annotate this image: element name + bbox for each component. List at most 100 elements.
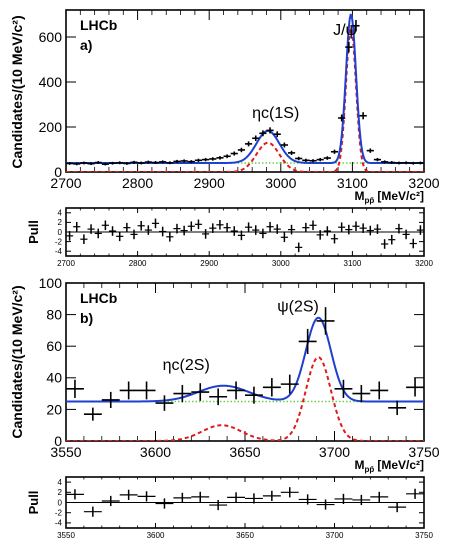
pull-point [119,489,138,500]
pull-point [406,488,424,499]
pull-point [66,489,84,500]
pull-point [338,222,346,232]
panel-a-xtick-label: 3100 [337,175,368,191]
data-point [66,162,74,165]
data-point [202,157,210,162]
pull-point [137,491,156,502]
panel-b-pull-ytick-label: 2 [58,488,63,497]
pull-point [116,231,124,242]
pull-point [80,234,88,244]
pull-point [173,492,192,504]
x-axis-label-units: [MeV/c²] [377,458,424,472]
data-point [173,159,181,163]
pull-point [280,232,288,243]
panel-b-xtick-label: 3650 [229,444,260,460]
data-point [323,156,331,160]
pull-point [266,221,274,232]
pull-point [209,223,217,233]
total-fit-curve [66,316,424,403]
data-point [252,135,260,142]
data-point [191,383,210,401]
data-point [302,158,310,162]
data-point [359,112,367,120]
pull-point [309,220,317,231]
x-axis-label: Mpp̄ [MeV/c²] [355,189,424,205]
pull-point [280,487,299,498]
data-point [262,378,281,397]
panel-a-pull-ytick-label: 0 [58,228,63,237]
lhcb-label: LHCb [80,290,117,306]
pull-point [373,224,382,234]
pull-point [366,225,374,236]
pull-point [388,234,396,245]
data-point [237,147,245,153]
data-point [159,160,167,164]
pull-y-axis-label: Pull [26,491,41,515]
peak-annotation: ηc(1S) [252,105,299,122]
pull-point [402,229,410,240]
pull-point [216,220,224,230]
pull-point [151,218,160,229]
pull-point [259,228,267,239]
pull-point [245,222,253,232]
data-point [180,159,188,163]
panel-a-frame [65,9,425,173]
data-point [227,381,245,400]
panel-b-frame [65,282,425,442]
pull-point [388,501,407,513]
panel-b-ytick-label: 60 [46,338,62,354]
data-point [366,148,374,153]
y-axis-label: Candidates/(10 MeV/c²) [9,285,25,438]
data-point [338,114,346,122]
pull-point [237,230,245,241]
pull-point [180,225,188,236]
pull-point [166,232,174,242]
pull-point [316,499,335,510]
panel-b-xtick-label: 3700 [319,444,350,460]
data-point [194,158,203,162]
pull-point [108,226,117,236]
lhcb-label: LHCb [80,17,117,33]
data-point [245,386,263,404]
pull-point [345,224,353,235]
panel-b-pull-xtick-label: 3550 [57,531,75,540]
panel-b-pull: 3550 3600 3650 3700 3750 -4-2 024 Pull [26,476,433,540]
data-point [87,162,95,166]
panel-a-ytick-label: 200 [39,119,63,135]
data-point [101,162,109,166]
panel-b-ytick-label: 20 [46,401,62,417]
panel-tag: a) [80,37,92,53]
pull-y-axis-label: Pull [26,220,41,244]
plot-area [66,307,424,441]
panel-a-pull-xtick-label: 2700 [57,259,75,268]
data-point [101,391,120,408]
data-point [280,374,299,394]
peak-annotation: ψ(2S) [277,298,319,315]
data-point [130,160,138,164]
pull-point [194,219,203,230]
panel-a-xtick-label: 2900 [194,175,225,191]
data-point [298,328,317,355]
data-point [137,381,156,400]
data-point [409,161,417,165]
panel-b-pull-xtick-label: 3600 [147,531,165,540]
data-point [116,161,124,165]
pull-point [298,494,317,505]
data-point [137,161,145,165]
panel-a-pull-ytick-label: -2 [55,237,63,246]
pull-point [137,220,145,231]
panel-a-ytick-label: 0 [54,164,62,180]
pull-point [73,221,81,232]
data-point [395,161,403,165]
pull-point [202,229,210,239]
data-point [230,151,238,156]
panel-tag: b) [80,310,93,326]
panel-a-main: 2700 2800 2900 3000 3100 3200 0 200 400 600 LHCb a)… [9,9,440,205]
data-point [83,407,102,421]
data-point [388,161,396,165]
panel-a-pull-xtick-label: 2900 [200,259,218,268]
x-axis-label: Mpp̄ [MeV/c²] [355,458,424,474]
pull-point [223,222,231,233]
data-point [245,141,253,147]
